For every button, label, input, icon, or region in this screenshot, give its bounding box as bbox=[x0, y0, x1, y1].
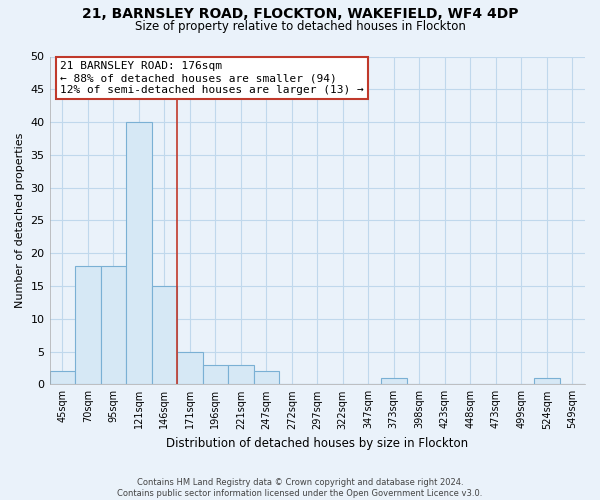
Bar bbox=[101, 266, 126, 384]
Bar bbox=[152, 286, 177, 384]
Text: 21 BARNSLEY ROAD: 176sqm
← 88% of detached houses are smaller (94)
12% of semi-d: 21 BARNSLEY ROAD: 176sqm ← 88% of detach… bbox=[60, 62, 364, 94]
Text: Size of property relative to detached houses in Flockton: Size of property relative to detached ho… bbox=[134, 20, 466, 33]
Bar bbox=[75, 266, 101, 384]
Bar bbox=[203, 364, 228, 384]
Bar bbox=[177, 352, 203, 384]
Bar bbox=[50, 371, 75, 384]
Text: Contains HM Land Registry data © Crown copyright and database right 2024.
Contai: Contains HM Land Registry data © Crown c… bbox=[118, 478, 482, 498]
Bar bbox=[381, 378, 407, 384]
Bar bbox=[228, 364, 254, 384]
Text: 21, BARNSLEY ROAD, FLOCKTON, WAKEFIELD, WF4 4DP: 21, BARNSLEY ROAD, FLOCKTON, WAKEFIELD, … bbox=[82, 8, 518, 22]
Bar bbox=[534, 378, 560, 384]
X-axis label: Distribution of detached houses by size in Flockton: Distribution of detached houses by size … bbox=[166, 437, 469, 450]
Y-axis label: Number of detached properties: Number of detached properties bbox=[15, 132, 25, 308]
Bar bbox=[254, 371, 279, 384]
Bar bbox=[126, 122, 152, 384]
